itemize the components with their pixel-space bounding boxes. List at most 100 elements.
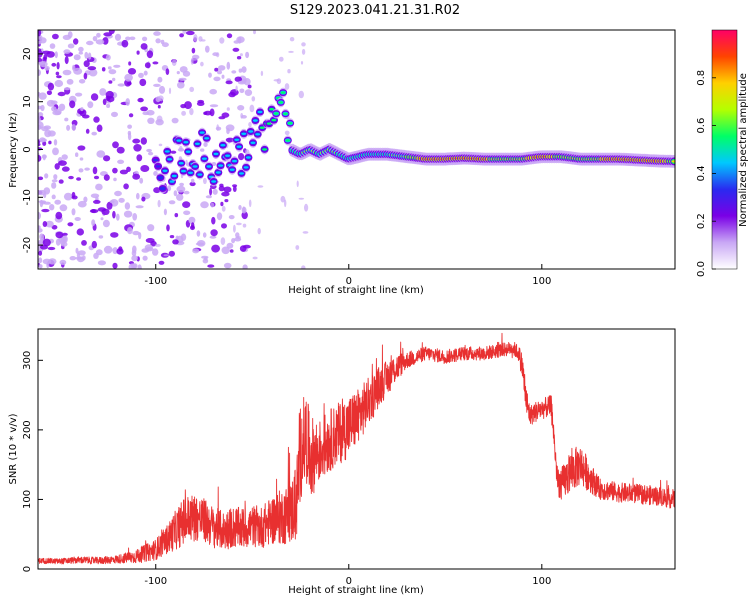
heatmap-noise-cell [75,152,79,157]
heatmap-noise-cell [252,256,258,260]
heatmap-ridge-core [169,180,175,183]
heatmap-noise-cell [103,174,110,181]
spectrogram-y-tick-label: 10 [22,95,33,108]
heatmap-noise-cell [152,61,159,65]
heatmap-ridge-core [160,187,166,190]
heatmap-noise-cell [196,230,201,237]
heatmap-noise-cell [74,217,81,221]
heatmap-noise-cell [59,259,67,265]
heatmap-noise-cell [156,115,163,123]
heatmap-noise-cell [132,173,141,180]
snr-y-ticks: 0 100 200 300 [22,351,43,572]
heatmap-noise-cell [142,36,148,42]
heatmap-noise-cell [139,177,144,184]
heatmap-noise-cell [176,71,180,75]
snr-y-tick-label: 100 [22,490,33,509]
heatmap-noise-cell [168,250,175,257]
heatmap-noise-cell [72,64,76,71]
heatmap-noise-cell [242,206,246,213]
heatmap-noise-cell [205,45,210,53]
heatmap-noise-cell [157,104,161,109]
heatmap-noise-cell [128,61,132,66]
spectrogram-y-tick-label: -20 [22,237,33,253]
heatmap-noise-cell [63,49,71,54]
heatmap-ridge-core [239,172,244,175]
heatmap-noise-cell [218,65,226,71]
heatmap-noise-cell [168,200,176,205]
heatmap-noise-cell [51,194,56,200]
heatmap-noise-cell [93,175,100,180]
heatmap-noise-cell [185,159,188,166]
heatmap-noise-cell [62,232,68,236]
heatmap-noise-cell [191,47,196,54]
heatmap-ridge-core [155,165,161,168]
heatmap-noise-cell [38,116,41,123]
heatmap-noise-cell [42,154,46,161]
heatmap-noise-cell [73,67,83,75]
spectrogram-x-tick-label: -100 [144,276,167,287]
heatmap-noise-cell [112,210,116,219]
heatmap-noise-cell [191,57,198,61]
heatmap-noise-cell [132,230,140,236]
heatmap-noise-cell [236,222,242,226]
heatmap-noise-cell [235,85,238,92]
heatmap-noise-cell [111,111,118,118]
heatmap-ridge-core [220,144,226,147]
heatmap-noise-cell [101,67,106,72]
heatmap-noise-cell [287,69,291,74]
heatmap-ridge-core [241,132,247,135]
heatmap-noise-cell [52,147,59,156]
heatmap-ridge-core [287,122,293,125]
heatmap-noise-cell [49,43,56,49]
heatmap-noise-cell [81,255,86,261]
heatmap-noise-cell [69,256,77,261]
heatmap-noise-cell [176,193,184,201]
heatmap-ridge-core [255,133,261,136]
heatmap-noise-cell [38,225,41,229]
heatmap-noise-cell [136,154,143,162]
heatmap-noise-cell [98,235,104,239]
heatmap-noise-cell [60,241,68,247]
heatmap-noise-cell [51,182,57,189]
heatmap-noise-cell [117,83,126,87]
heatmap-noise-cell [241,211,248,220]
heatmap-noise-cell [64,117,69,122]
heatmap-noise-cell [103,32,113,37]
heatmap-noise-cell [131,266,136,269]
heatmap-noise-cell [236,56,242,60]
heatmap-noise-cell [116,213,120,221]
heatmap-noise-cell [213,76,221,82]
heatmap-noise-cell [86,40,94,46]
heatmap-ridge-core [245,156,251,159]
heatmap-noise-cell [191,178,195,183]
heatmap-noise-cell [96,124,103,132]
heatmap-ridge-core [164,150,170,153]
heatmap-noise-cell [71,208,76,216]
chart-title: S129.2023.041.21.31.R02 [290,3,460,18]
heatmap-noise-cell [158,260,165,265]
heatmap-noise-cell [236,235,241,239]
heatmap-noise-cell [77,145,86,151]
heatmap-ridge-core [266,122,272,125]
heatmap-noise-cell [226,61,231,70]
heatmap-noise-cell [196,101,205,106]
heatmap-noise-cell [208,72,212,78]
heatmap-noise-cell [284,130,290,136]
heatmap-noise-cell [42,221,48,227]
heatmap-ridge-core [671,160,675,163]
heatmap-noise-cell [140,137,147,145]
heatmap-noise-cell [64,56,69,65]
heatmap-noise-cell [47,82,55,91]
heatmap-noise-cell [136,50,140,55]
heatmap-noise-cell [112,77,116,82]
heatmap-noise-cell [163,208,167,216]
heatmap-noise-cell [113,64,121,68]
heatmap-noise-cell [239,88,245,94]
heatmap-noise-cell [106,103,111,108]
heatmap-noise-cell [233,40,240,44]
heatmap-ridge-core [157,176,163,179]
heatmap-noise-cell [296,180,299,188]
heatmap-noise-cell [54,79,64,88]
heatmap-noise-cell [131,249,137,257]
heatmap-noise-cell [172,239,179,245]
